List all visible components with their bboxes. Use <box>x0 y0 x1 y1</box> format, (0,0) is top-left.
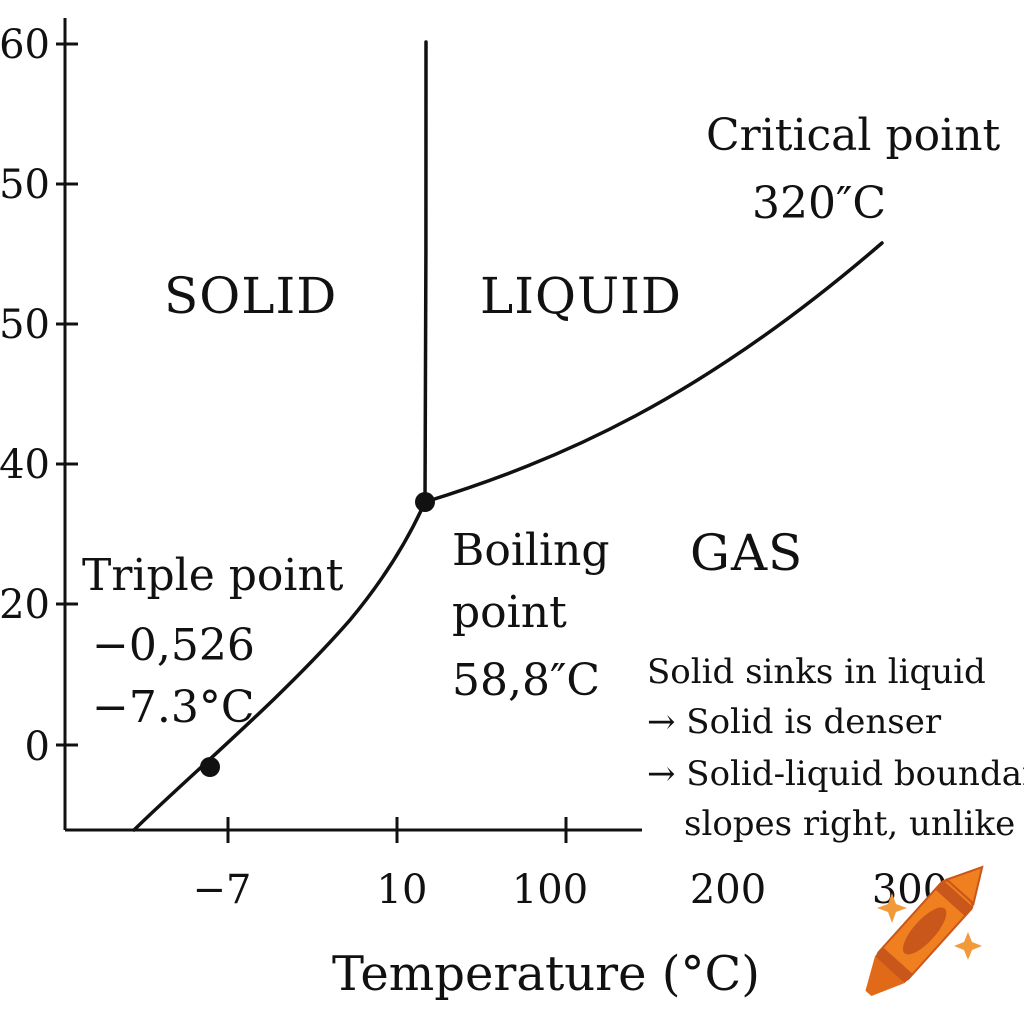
triple-point-label: Triple point <box>82 550 344 601</box>
y-tick-label: 20 <box>0 582 50 628</box>
triple-point-marker <box>200 757 220 777</box>
note-line: → Solid-liquid boundary <box>647 754 1024 794</box>
solid-liquid-boundary <box>423 40 428 504</box>
y-tick-label: 50 <box>0 302 50 348</box>
x-tick-label: −7 <box>193 867 252 913</box>
x-tick-label: 10 <box>377 867 428 913</box>
liquid-gas-boundary <box>423 241 884 504</box>
boiling-point-temperature: 58,8″C <box>452 655 600 706</box>
boiling-point-label: Boiling <box>452 525 610 576</box>
region-gas-label: GAS <box>690 524 803 582</box>
region-solid-label: SOLID <box>164 267 337 325</box>
region-liquid-label: LIQUID <box>480 267 682 325</box>
solid-gas-boundary <box>132 500 427 832</box>
triple-point-temperature: −7.3°C <box>92 682 255 733</box>
y-tick-label: 50 <box>0 162 50 208</box>
note-line: → Solid is denser <box>647 702 942 742</box>
x-tick-label: 100 <box>512 867 588 913</box>
sparkle-icon <box>877 893 982 960</box>
note-line: slopes right, unlike <box>684 804 1015 844</box>
triple-point-pressure: −0,526 <box>92 620 255 671</box>
x-tick-label: 200 <box>690 867 766 913</box>
note-line: Solid sinks in liquid <box>647 652 986 692</box>
critical-point-label: Critical point <box>706 110 1001 161</box>
y-tick-label: 60 <box>0 22 50 68</box>
boiling-point-label-line2: point <box>452 587 567 638</box>
y-tick-label: 40 <box>0 442 50 488</box>
critical-point-temperature: 320″C <box>752 178 886 229</box>
x-axis-title: Temperature (°C) <box>332 946 760 1002</box>
y-tick-label: 0 <box>25 724 50 770</box>
boiling-point-marker <box>415 492 435 512</box>
crayon-icon <box>865 865 984 997</box>
